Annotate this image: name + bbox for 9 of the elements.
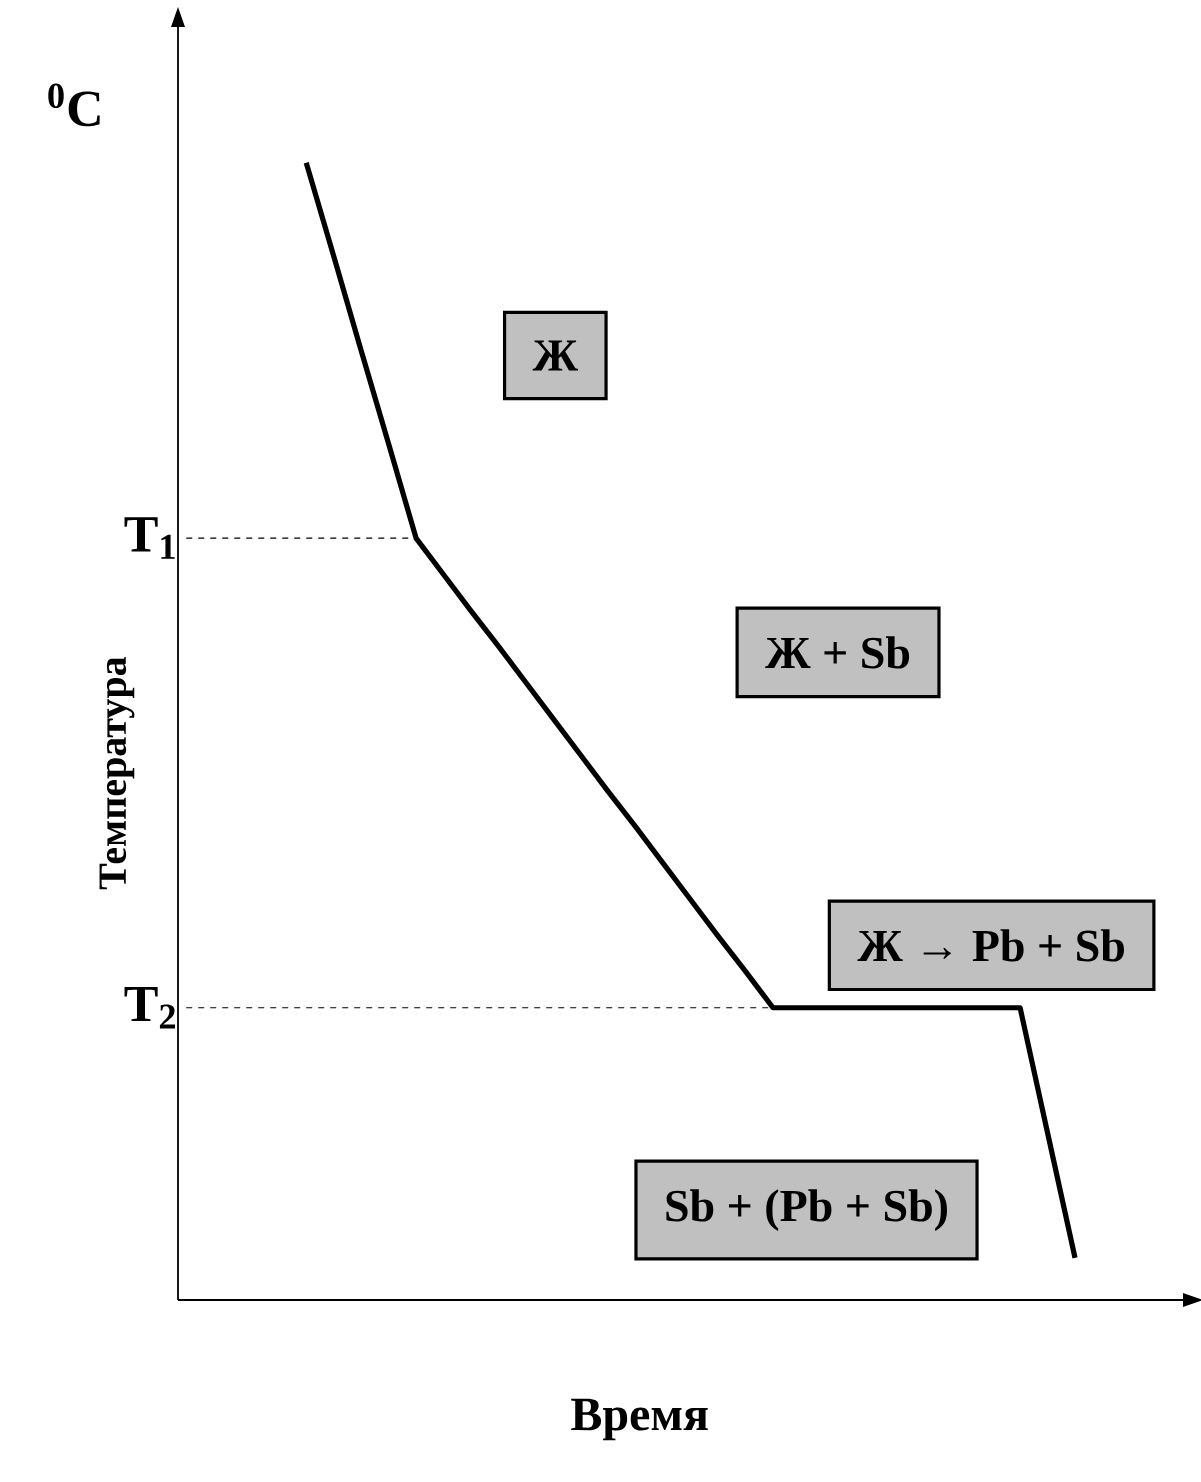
y-axis-title: Температура xyxy=(99,657,135,890)
x-axis-title: Время xyxy=(571,1398,708,1441)
ref-line-label: T$_{1}$ xyxy=(124,517,175,559)
annotation: Ж → Pb + Sb xyxy=(857,929,1124,962)
annotation: Sb + (Pb + Sb) xyxy=(666,1189,947,1231)
text: $^{0}$C xyxy=(48,83,100,127)
annotation: Ж xyxy=(532,340,578,371)
ref-line-label: T$_{2}$ xyxy=(124,986,176,1029)
annotation: Ж + Sb xyxy=(765,636,910,669)
